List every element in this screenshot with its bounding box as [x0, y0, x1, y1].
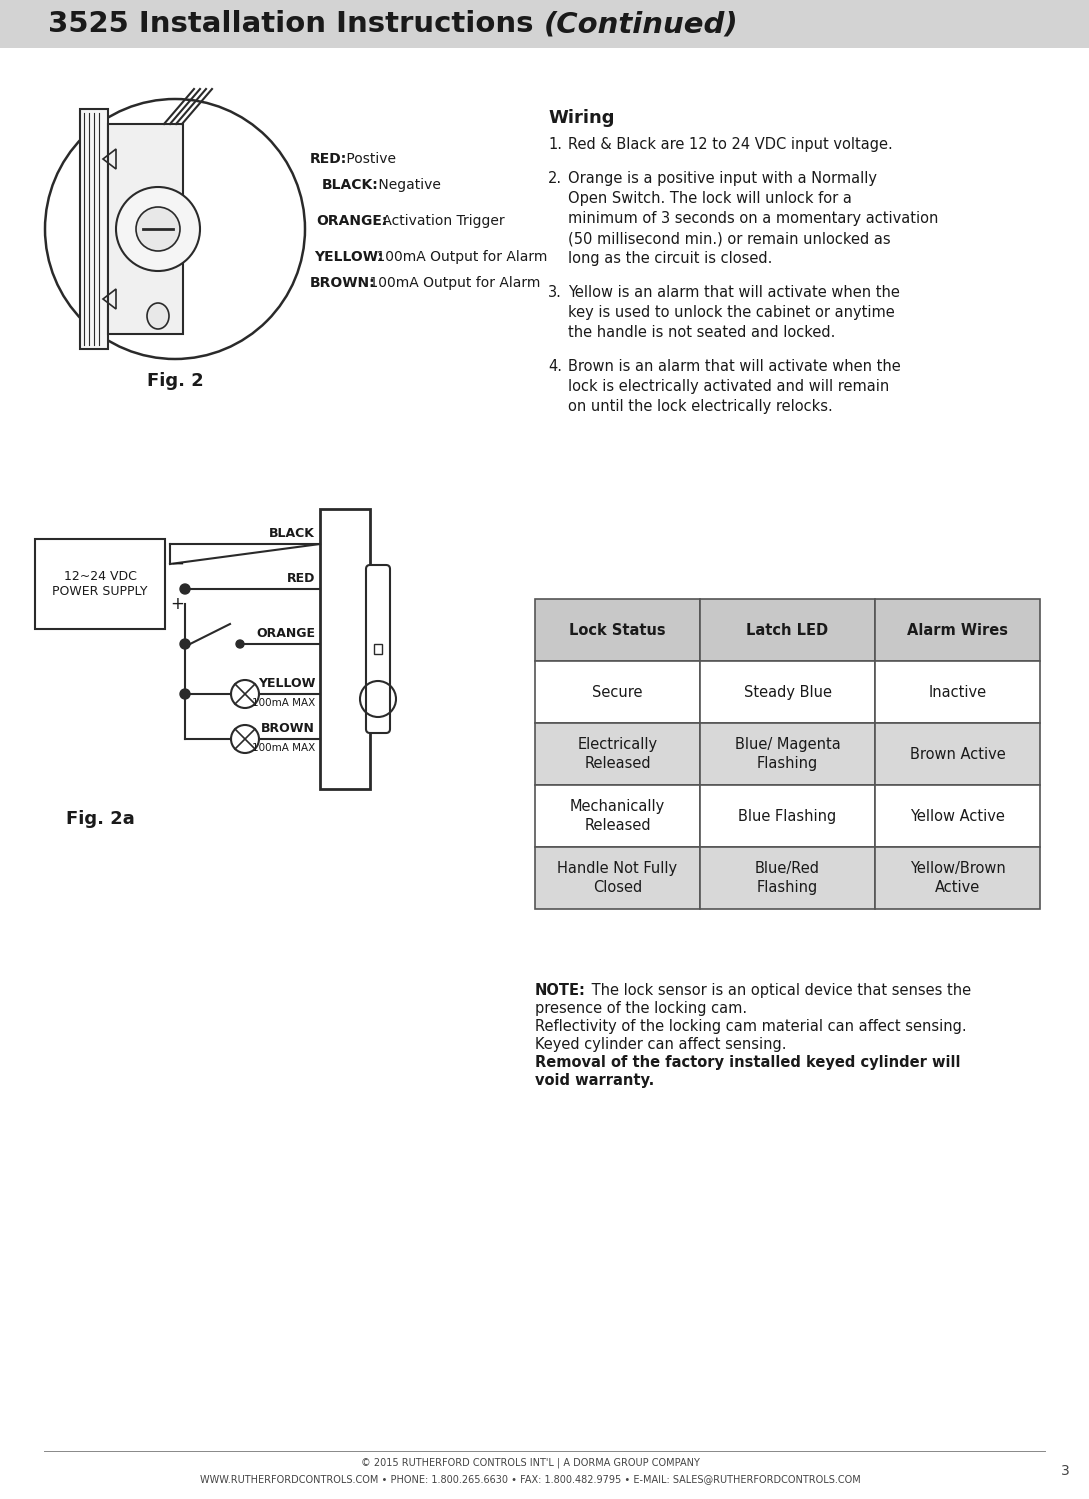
Bar [700, 600, 874, 661]
Bar [0, 0, 1089, 48]
Text: +: + [170, 595, 184, 613]
Text: ORANGE:: ORANGE: [316, 214, 388, 228]
Text: long as the circuit is closed.: long as the circuit is closed. [568, 250, 772, 265]
Bar [874, 661, 1040, 723]
Text: YELLOW:: YELLOW: [314, 250, 383, 264]
FancyBboxPatch shape [366, 565, 390, 733]
Text: 12~24 VDC
POWER SUPPLY: 12~24 VDC POWER SUPPLY [52, 570, 148, 598]
Text: 4.: 4. [548, 358, 562, 373]
Text: (50 millisecond min.) or remain unlocked as: (50 millisecond min.) or remain unlocked… [568, 231, 891, 246]
Text: Yellow is an alarm that will activate when the: Yellow is an alarm that will activate wh… [568, 285, 900, 300]
Text: Blue/Red
Flashing: Blue/Red Flashing [755, 860, 820, 895]
Text: presence of the locking cam.: presence of the locking cam. [535, 1001, 747, 1016]
Circle shape [136, 207, 180, 250]
Text: BLACK:: BLACK: [322, 178, 379, 192]
Text: Yellow/Brown
Active: Yellow/Brown Active [909, 860, 1005, 895]
Bar [874, 847, 1040, 908]
Text: BROWN: BROWN [261, 723, 315, 735]
Bar [108, 124, 183, 334]
Text: Reflectivity of the locking cam material can affect sensing.: Reflectivity of the locking cam material… [535, 1019, 967, 1034]
Text: Secure: Secure [592, 685, 643, 700]
Text: Negative: Negative [374, 178, 441, 192]
Text: Blue/ Magenta
Flashing: Blue/ Magenta Flashing [735, 736, 841, 772]
Text: YELLOW: YELLOW [258, 678, 315, 690]
Text: Brown Active: Brown Active [909, 747, 1005, 761]
Text: Lock Status: Lock Status [570, 622, 665, 637]
Text: 3.: 3. [548, 285, 562, 300]
Text: WWW.RUTHERFORDCONTROLS.COM • PHONE: 1.800.265.6630 • FAX: 1.800.482.9795 • E-MAI: WWW.RUTHERFORDCONTROLS.COM • PHONE: 1.80… [199, 1474, 860, 1484]
Text: 2.: 2. [548, 171, 562, 186]
Circle shape [180, 690, 189, 699]
Bar [535, 847, 700, 908]
Text: (Continued): (Continued) [544, 10, 738, 37]
Circle shape [236, 640, 244, 648]
Text: minimum of 3 seconds on a momentary activation: minimum of 3 seconds on a momentary acti… [568, 211, 939, 226]
Text: Removal of the factory installed keyed cylinder will: Removal of the factory installed keyed c… [535, 1055, 960, 1070]
Text: Activation Trigger: Activation Trigger [378, 214, 504, 228]
Text: Red & Black are 12 to 24 VDC input voltage.: Red & Black are 12 to 24 VDC input volta… [568, 136, 893, 151]
Text: 3525 Installation Instructions: 3525 Installation Instructions [48, 10, 544, 37]
Text: © 2015 RUTHERFORD CONTROLS INT'L | A DORMA GROUP COMPANY: © 2015 RUTHERFORD CONTROLS INT'L | A DOR… [360, 1457, 699, 1468]
Text: Fig. 2: Fig. 2 [147, 372, 204, 390]
Text: Open Switch. The lock will unlock for a: Open Switch. The lock will unlock for a [568, 190, 852, 205]
Text: NOTE:: NOTE: [535, 983, 586, 998]
Text: Orange is a positive input with a Normally: Orange is a positive input with a Normal… [568, 171, 877, 186]
Text: lock is electrically activated and will remain: lock is electrically activated and will … [568, 379, 890, 394]
Bar [700, 661, 874, 723]
Text: 100mA MAX: 100mA MAX [252, 744, 315, 752]
Text: Brown is an alarm that will activate when the: Brown is an alarm that will activate whe… [568, 358, 901, 373]
Circle shape [117, 187, 200, 271]
Text: Postive: Postive [342, 151, 396, 166]
Bar [874, 723, 1040, 785]
Text: Handle Not Fully
Closed: Handle Not Fully Closed [558, 860, 677, 895]
Circle shape [180, 585, 189, 594]
Bar [874, 785, 1040, 847]
Text: Blue Flashing: Blue Flashing [738, 808, 836, 823]
Text: BLACK: BLACK [269, 528, 315, 540]
Text: BROWN:: BROWN: [310, 276, 376, 289]
Bar [535, 785, 700, 847]
Bar [874, 600, 1040, 661]
Bar [535, 723, 700, 785]
Text: Keyed cylinder can affect sensing.: Keyed cylinder can affect sensing. [535, 1037, 786, 1052]
Text: Steady Blue: Steady Blue [744, 685, 832, 700]
Text: Fig. 2a: Fig. 2a [65, 809, 134, 827]
Bar [320, 510, 370, 788]
Bar [79, 109, 108, 349]
Text: −: − [170, 555, 184, 573]
Text: ORANGE: ORANGE [256, 627, 315, 640]
Bar [374, 645, 382, 654]
Bar [535, 600, 700, 661]
Text: RED:: RED: [310, 151, 347, 166]
Text: 100mA MAX: 100mA MAX [252, 699, 315, 708]
Text: on until the lock electrically relocks.: on until the lock electrically relocks. [568, 399, 833, 414]
Bar [700, 785, 874, 847]
Text: Alarm Wires: Alarm Wires [907, 622, 1008, 637]
Text: 100mA Output for Alarm: 100mA Output for Alarm [372, 250, 548, 264]
Bar [700, 723, 874, 785]
Text: 100mA Output for Alarm: 100mA Output for Alarm [365, 276, 540, 289]
Text: Latch LED: Latch LED [746, 622, 829, 637]
Circle shape [180, 639, 189, 649]
Text: key is used to unlock the cabinet or anytime: key is used to unlock the cabinet or any… [568, 304, 895, 319]
Text: RED: RED [286, 573, 315, 585]
Text: void warranty.: void warranty. [535, 1073, 654, 1088]
Text: Wiring: Wiring [548, 109, 614, 127]
Text: Yellow Active: Yellow Active [910, 808, 1005, 823]
Text: 3: 3 [1061, 1465, 1069, 1478]
Bar [700, 847, 874, 908]
Bar [35, 540, 166, 630]
Bar [535, 661, 700, 723]
Text: Mechanically
Released: Mechanically Released [570, 799, 665, 833]
Text: 1.: 1. [548, 136, 562, 151]
Text: the handle is not seated and locked.: the handle is not seated and locked. [568, 325, 835, 340]
Text: Inactive: Inactive [929, 685, 987, 700]
Text: Electrically
Released: Electrically Released [577, 736, 658, 772]
Ellipse shape [147, 303, 169, 328]
Text: The lock sensor is an optical device that senses the: The lock sensor is an optical device tha… [587, 983, 971, 998]
